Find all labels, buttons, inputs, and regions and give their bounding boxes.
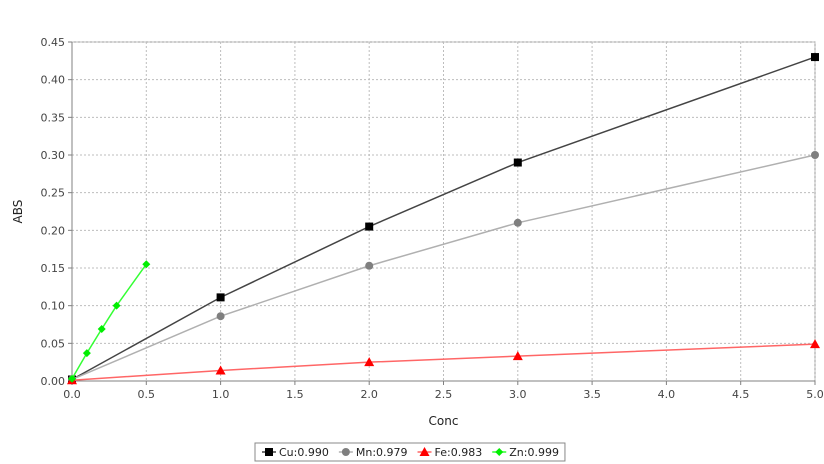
data-point-cu-2 xyxy=(365,222,374,231)
x-tick-label-3: 1.5 xyxy=(286,388,304,401)
legend-item-zn: Zn:0.999 xyxy=(492,446,559,459)
x-axis-title: Conc xyxy=(429,414,459,428)
y-tick-label-3: 0.15 xyxy=(41,262,66,275)
data-point-mn-3 xyxy=(513,218,522,227)
data-point-fe-4 xyxy=(810,339,820,349)
y-tick-label-9: 0.45 xyxy=(41,36,66,49)
legend-box xyxy=(254,442,566,462)
legend-item-mn: Mn:0.979 xyxy=(338,446,408,459)
y-tick-label-0: 0.00 xyxy=(41,375,66,388)
y-tick-label-4: 0.20 xyxy=(41,224,66,237)
x-tick-label-0: 0.0 xyxy=(63,388,81,401)
data-point-zn-3 xyxy=(112,301,121,310)
y-axis-title: ABS xyxy=(11,200,25,224)
x-tick-label-2: 1.0 xyxy=(212,388,230,401)
x-tick-label-8: 4.0 xyxy=(658,388,676,401)
y-tick-label-7: 0.35 xyxy=(41,111,66,124)
x-tick-label-1: 0.5 xyxy=(138,388,156,401)
data-point-mn-1 xyxy=(216,312,225,321)
data-point-mn-4 xyxy=(811,151,819,159)
legend-marker-fe xyxy=(419,447,430,456)
data-point-fe-1 xyxy=(215,365,226,375)
data-point-cu-1 xyxy=(216,293,225,302)
data-point-cu-3 xyxy=(513,158,522,167)
y-tick-label-2: 0.10 xyxy=(41,300,66,313)
x-tick-label-9: 4.5 xyxy=(732,388,750,401)
y-tick-label-5: 0.25 xyxy=(41,187,66,200)
legend-item-cu: Cu:0.990 xyxy=(262,446,329,459)
x-tick-label-7: 3.5 xyxy=(583,388,601,401)
y-tick-label-1: 0.05 xyxy=(41,337,66,350)
data-point-zn-4 xyxy=(142,260,151,269)
legend-label-zn: Zn:0.999 xyxy=(509,446,559,459)
legend-marker-mn xyxy=(341,448,350,456)
x-tick-label-4: 2.0 xyxy=(360,388,378,401)
legend-label-fe: Fe:0.983 xyxy=(435,446,483,459)
legend-label-mn: Mn:0.979 xyxy=(356,446,408,459)
data-point-zn-2 xyxy=(97,325,106,334)
data-point-zn-1 xyxy=(82,349,91,358)
data-point-mn-2 xyxy=(365,261,374,270)
legend-marker-zn xyxy=(495,448,504,456)
x-tick-label-5: 2.5 xyxy=(435,388,453,401)
series-zn xyxy=(68,260,151,383)
series-group xyxy=(67,53,820,385)
data-point-fe-3 xyxy=(512,351,523,361)
y-axis-ticks: 0.00 0.05 0.10 0.15 0.20 0.25 0.30 0.35 0.40 0.45 xyxy=(41,36,72,388)
y-tick-label-6: 0.30 xyxy=(41,149,66,162)
y-tick-label-8: 0.40 xyxy=(41,74,66,87)
data-point-cu-4 xyxy=(811,53,819,62)
legend-label-cu: Cu:0.990 xyxy=(279,446,329,459)
legend-marker-cu xyxy=(265,448,273,456)
x-axis-ticks: 0.0 0.5 1.0 1.5 2.0 2.5 3.0 3.5 4.0 4.5 5.0 xyxy=(63,381,824,401)
data-point-zn-0 xyxy=(68,374,76,383)
data-point-fe-2 xyxy=(364,357,375,367)
legend-item-fe: Fe:0.983 xyxy=(417,446,483,459)
legend: Cu:0.990 Mn:0.979 Fe:0.983 Zn:0.999 xyxy=(254,442,566,462)
x-tick-label-10: 5.0 xyxy=(806,388,824,401)
x-tick-label-6: 3.0 xyxy=(509,388,527,401)
